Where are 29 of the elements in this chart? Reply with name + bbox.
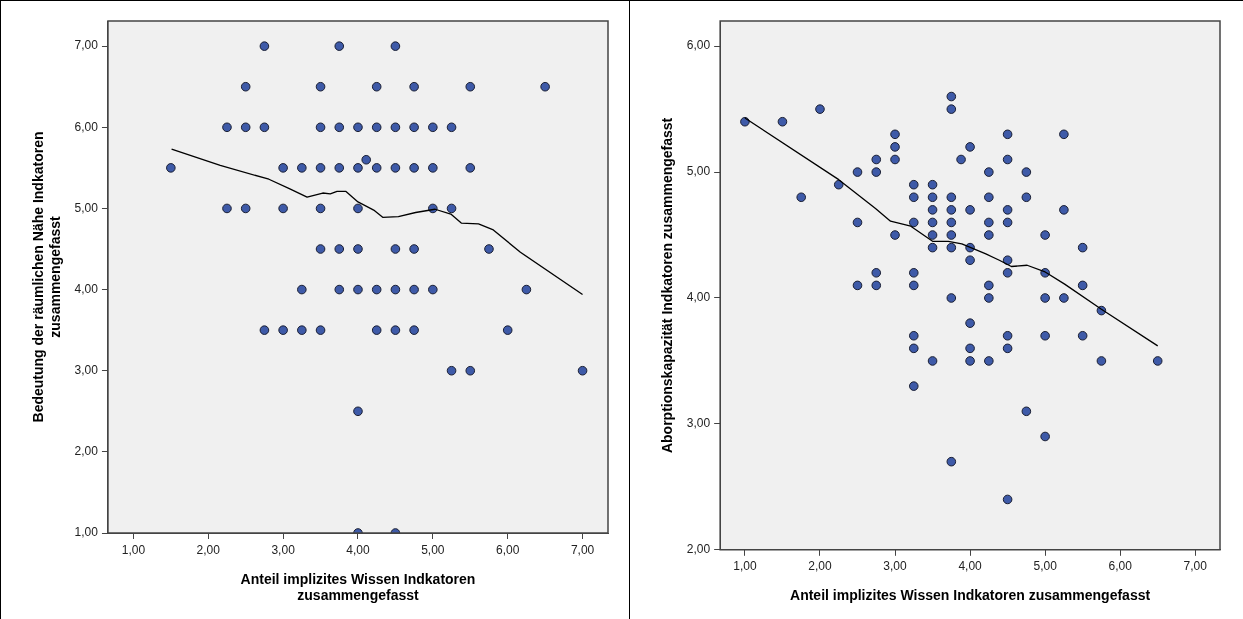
y-tick-label: 4,00 xyxy=(686,290,711,305)
x-tick-label: 4,00 xyxy=(958,559,983,574)
x-tick-label: 1,00 xyxy=(733,559,757,574)
x-tick-label: 5,00 xyxy=(1033,559,1058,574)
x-tick-label: 5,00 xyxy=(421,542,445,557)
x-tick-label: 6,00 xyxy=(496,542,520,557)
y-tick-label: 2,00 xyxy=(74,444,99,459)
y-tick-label: 5,00 xyxy=(74,200,99,215)
y-tick-label: 6,00 xyxy=(686,38,711,53)
y-tick-label: 4,00 xyxy=(74,281,99,296)
y-tick-label: 3,00 xyxy=(686,416,711,431)
y-tick-label: 6,00 xyxy=(74,119,99,134)
x-tick-label: 2,00 xyxy=(808,559,832,574)
x-tick-label: 6,00 xyxy=(1108,559,1133,574)
x-axis-title: Anteil implizites Wissen Indkatoren zusammengefasst xyxy=(790,587,1151,604)
x-tick-label: 4,00 xyxy=(346,542,370,557)
y-axis-title: Bedeutung der räumlichen Nähe Indkatoren zusammengefasst xyxy=(30,131,64,423)
x-tick-label: 2,00 xyxy=(196,542,221,557)
y-tick-label: 7,00 xyxy=(74,38,99,53)
x-tick-label: 3,00 xyxy=(271,542,296,557)
x-tick-label: 7,00 xyxy=(570,542,595,557)
y-tick-label: 1,00 xyxy=(74,525,99,540)
x-tick-label: 1,00 xyxy=(121,542,146,557)
x-axis-title: Anteil implizites Wissen Indkatoren zusammengefasst xyxy=(240,570,476,604)
y-tick-label: 5,00 xyxy=(686,164,711,179)
y-axis-title: Aborptionskapazität Indkatoren zusammengefasst xyxy=(659,117,676,454)
y-tick-label: 3,00 xyxy=(74,363,99,378)
x-tick-label: 7,00 xyxy=(1183,559,1208,574)
x-tick-label: 3,00 xyxy=(883,559,908,574)
